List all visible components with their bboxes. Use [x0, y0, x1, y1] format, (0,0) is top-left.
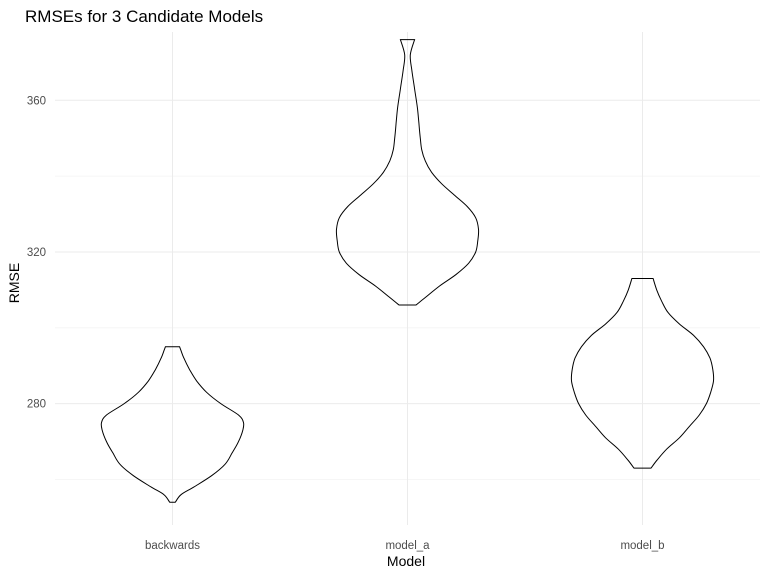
violins: [100, 39, 715, 503]
x-tick-label: backwards: [145, 540, 200, 552]
x-tick-label: model_a: [385, 540, 430, 552]
grid: [55, 32, 760, 525]
y-axis-title: RMSE: [6, 263, 22, 303]
x-axis-title: Model: [387, 553, 425, 569]
violin-model_a: [335, 39, 480, 306]
x-tick-label: model_b: [620, 540, 664, 552]
chart-title: RMSEs for 3 Candidate Models: [25, 7, 263, 26]
y-tick-label: 320: [27, 247, 46, 259]
violin-model_b: [570, 278, 715, 469]
violin-backwards: [100, 346, 245, 503]
y-tick-label: 360: [27, 95, 46, 107]
y-tick-label: 280: [27, 399, 46, 411]
y-axis-ticks: 280 320 360: [27, 95, 46, 410]
x-axis-ticks: backwards model_a model_b: [145, 540, 665, 552]
